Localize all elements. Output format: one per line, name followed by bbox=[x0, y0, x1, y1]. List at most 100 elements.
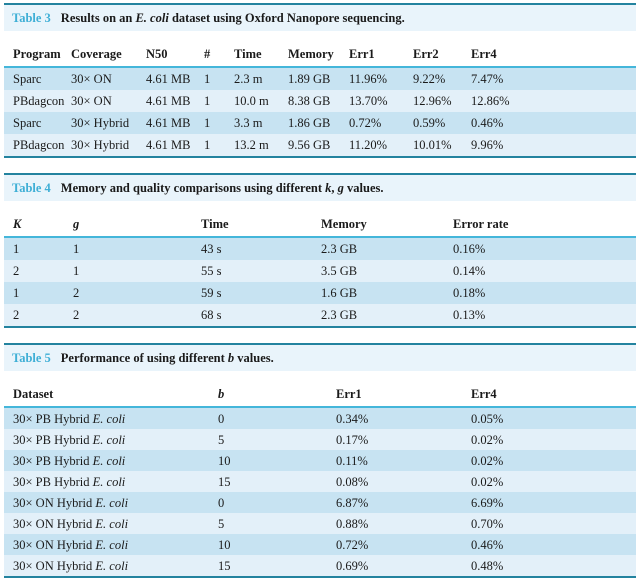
italic-text: E. coli bbox=[95, 495, 129, 510]
cell: 1 bbox=[13, 286, 20, 300]
cell: 0.16% bbox=[453, 242, 486, 256]
cell: 1 bbox=[204, 116, 211, 130]
cell: 7.47% bbox=[471, 72, 504, 86]
italic-text: E. coli bbox=[95, 537, 129, 552]
cell: 0.46% bbox=[471, 116, 504, 130]
column-header: Err4 bbox=[471, 43, 636, 68]
cell: 30× PB Hybrid E. coli bbox=[4, 407, 218, 429]
cell: 59 s bbox=[201, 286, 222, 300]
column-header: Program bbox=[4, 43, 71, 68]
column-header: # bbox=[204, 43, 234, 68]
cell: 6.87% bbox=[336, 495, 369, 510]
cell: 5 bbox=[218, 432, 225, 447]
column-header: Memory bbox=[288, 43, 349, 68]
cell: 13.70% bbox=[349, 94, 388, 108]
cell: Sparc bbox=[13, 116, 42, 130]
cell: 30× ON Hybrid E. coli bbox=[4, 534, 218, 555]
cell: 2.3 GB bbox=[321, 308, 358, 322]
column-header: g bbox=[73, 213, 201, 238]
text: 30× ON Hybrid bbox=[13, 495, 96, 510]
cell: 0.46% bbox=[471, 537, 504, 552]
text: , bbox=[331, 181, 338, 195]
cell: 1.6 GB bbox=[321, 286, 358, 300]
column-header: Err1 bbox=[349, 43, 413, 68]
italic-text: E. coli bbox=[95, 516, 129, 531]
table-row: 30× ON Hybrid E. coli 10 0.72% 0.46% bbox=[4, 534, 636, 555]
column-header: b bbox=[218, 383, 336, 408]
table5-block: Table 5 Performance of using different b … bbox=[4, 343, 636, 578]
table-row: 2 2 68 s 2.3 GB 0.13% bbox=[4, 304, 636, 327]
column-header: Coverage bbox=[71, 43, 146, 68]
italic-text: E. coli bbox=[92, 411, 126, 426]
cell: 0.72% bbox=[349, 116, 382, 130]
text: 30× ON Hybrid bbox=[13, 558, 96, 573]
table-row: 30× PB Hybrid E. coli 5 0.17% 0.02% bbox=[4, 429, 636, 450]
column-header: Time bbox=[201, 213, 321, 238]
cell: 0.02% bbox=[471, 432, 504, 447]
cell: 12.86% bbox=[471, 94, 510, 108]
table3-caption-label: Table 3 bbox=[12, 11, 51, 25]
table-row: 1 2 59 s 1.6 GB 0.18% bbox=[4, 282, 636, 304]
cell: 30× PB Hybrid E. coli bbox=[4, 471, 218, 492]
text: Results on an bbox=[60, 11, 136, 25]
cell: 9.96% bbox=[471, 138, 504, 152]
table4-block: Table 4 Memory and quality comparisons us… bbox=[4, 173, 636, 328]
column-header: Memory bbox=[321, 213, 453, 238]
cell: 0 bbox=[218, 411, 225, 426]
cell: 1 bbox=[13, 242, 20, 256]
cell: 0.17% bbox=[336, 432, 369, 447]
cell: 10 bbox=[218, 537, 231, 552]
cell: 0 bbox=[218, 495, 225, 510]
header-row: Program Coverage N50 # Time Memory Err1 Err2 Err… bbox=[4, 43, 636, 68]
cell: 30× PB Hybrid E. coli bbox=[4, 450, 218, 471]
cell: 0.72% bbox=[336, 537, 369, 552]
cell: 3.3 m bbox=[234, 116, 263, 130]
cell: 0.08% bbox=[336, 474, 369, 489]
table-row: 30× ON Hybrid E. coli 15 0.69% 0.48% bbox=[4, 555, 636, 577]
cell: 4.61 MB bbox=[146, 94, 191, 108]
cell: 2 bbox=[13, 264, 20, 278]
cell: PBdagcon bbox=[13, 138, 65, 152]
cell: 0.02% bbox=[471, 453, 504, 468]
italic-text: E. coli bbox=[92, 474, 126, 489]
cell: 0.14% bbox=[453, 264, 486, 278]
cell: 0.02% bbox=[471, 474, 504, 489]
table-row: Sparc 30× ON 4.61 MB 1 2.3 m 1.89 GB 11.96% 9.2… bbox=[4, 67, 636, 90]
italic-text: g bbox=[337, 181, 344, 195]
table4-caption: Table 4 Memory and quality comparisons us… bbox=[4, 173, 636, 201]
table-row: 30× ON Hybrid E. coli 0 6.87% 6.69% bbox=[4, 492, 636, 513]
text: 30× PB Hybrid bbox=[13, 453, 93, 468]
column-header: Time bbox=[234, 43, 288, 68]
cell: 4.61 MB bbox=[146, 72, 191, 86]
cell: 30× ON Hybrid E. coli bbox=[4, 555, 218, 577]
column-header: N50 bbox=[146, 43, 204, 68]
cell: 9.56 GB bbox=[288, 138, 331, 152]
cell: 30× ON bbox=[71, 72, 112, 86]
italic-text: E. coli bbox=[92, 432, 126, 447]
cell: 2.3 GB bbox=[321, 242, 358, 256]
text: 30× PB Hybrid bbox=[13, 474, 93, 489]
cell: 0.69% bbox=[336, 558, 369, 573]
text: Performance of using different bbox=[60, 351, 228, 365]
cell: 10.0 m bbox=[234, 94, 269, 108]
table3-caption: Table 3 Results on an E. coli dataset usi… bbox=[4, 3, 636, 31]
column-header: Err4 bbox=[471, 383, 636, 408]
italic-text: k bbox=[325, 181, 332, 195]
text: values. bbox=[234, 351, 274, 365]
table3-caption-text: Results on an E. coli dataset using Oxfo… bbox=[61, 11, 405, 25]
table-row: PBdagcon 30× Hybrid 4.61 MB 1 13.2 m 9.56 GB 1… bbox=[4, 134, 636, 157]
table-row: PBdagcon 30× ON 4.61 MB 1 10.0 m 8.38 GB 13.70… bbox=[4, 90, 636, 112]
table-row: 30× PB Hybrid E. coli 15 0.08% 0.02% bbox=[4, 471, 636, 492]
italic-text: E. coli bbox=[95, 558, 129, 573]
cell: 1.86 GB bbox=[288, 116, 331, 130]
table3: Program Coverage N50 # Time Memory Err1 Err2 Err… bbox=[4, 43, 636, 158]
cell: 0.88% bbox=[336, 516, 369, 531]
cell: 1 bbox=[204, 94, 211, 108]
text: 30× PB Hybrid bbox=[13, 432, 93, 447]
column-header: Err2 bbox=[413, 43, 471, 68]
table5-caption-label: Table 5 bbox=[12, 351, 51, 365]
cell: 2 bbox=[73, 286, 80, 300]
cell: 68 s bbox=[201, 308, 222, 322]
